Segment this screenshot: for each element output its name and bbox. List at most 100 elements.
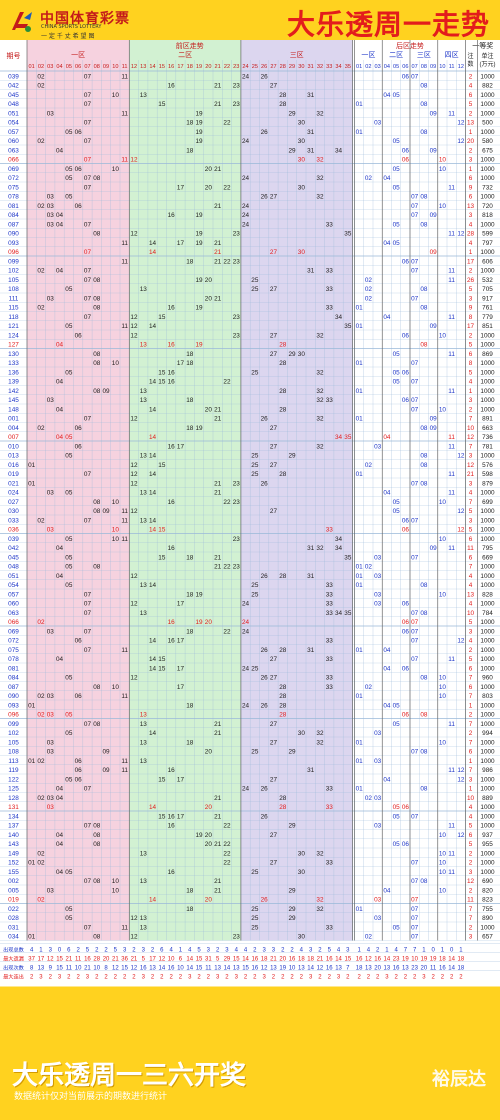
front-ball: 33: [326, 305, 334, 312]
jackpot-amount: 851: [482, 323, 493, 330]
stats-front-value: 2: [123, 975, 127, 981]
jackpot-count: 6: [469, 832, 473, 839]
back-ball: 02: [365, 795, 373, 802]
stats-front-value: 16: [140, 966, 147, 972]
jackpot-count: 6: [469, 554, 473, 561]
stats-front-value: 5: [114, 948, 118, 954]
front-ball: 18: [186, 397, 194, 404]
jackpot-amount: 1000: [480, 619, 495, 626]
front-ball: 23: [233, 332, 241, 339]
jackpot-count: 13: [467, 120, 475, 127]
issue-number: 069: [8, 628, 19, 635]
back-ball: 05: [393, 351, 401, 358]
front-column-label: 10: [112, 64, 118, 70]
stats-front-value: 4: [244, 948, 248, 954]
front-ball: 30: [298, 351, 306, 358]
front-ball: 07: [84, 878, 92, 885]
front-ball: 35: [344, 434, 352, 441]
front-ball: 06: [75, 767, 83, 774]
issue-number: 102: [8, 268, 19, 275]
front-column-label: 33: [326, 64, 332, 70]
front-ball: 07: [84, 786, 92, 793]
back-ball: 08: [420, 101, 428, 108]
front-ball: 05: [65, 554, 73, 561]
footer-brand: 裕辰达: [432, 1069, 486, 1090]
front-ball: 05: [65, 286, 73, 293]
jackpot-count: 10: [467, 425, 475, 432]
front-ball: 35: [344, 231, 352, 238]
front-column-label: 06: [75, 64, 81, 70]
stats-front-value: 8: [104, 966, 108, 972]
front-column-label: 05: [66, 64, 72, 70]
front-ball: 33: [326, 527, 334, 534]
front-zone2-header: 二区: [178, 51, 192, 59]
front-ball: 27: [270, 739, 278, 746]
back-ball: 07: [411, 406, 419, 413]
front-ball: 28: [279, 693, 287, 700]
front-ball: 27: [270, 194, 278, 201]
front-ball: 30: [298, 934, 306, 941]
front-ball: 16: [168, 369, 176, 376]
back-ball: 07: [411, 906, 419, 913]
back-ball: 10: [439, 406, 447, 413]
front-ball: 26: [261, 416, 269, 423]
jackpot-amount: 1000: [480, 332, 495, 339]
stats-front-value: 2: [104, 975, 108, 981]
front-ball: 33: [326, 804, 334, 811]
jackpot-amount: 823: [482, 897, 493, 904]
jackpot-amount: 818: [482, 212, 493, 219]
front-ball: 06: [75, 203, 83, 210]
jackpot-count: 5: [469, 101, 473, 108]
front-ball: 15: [158, 554, 166, 561]
front-ball: 07: [84, 73, 92, 80]
front-ball: 18: [186, 554, 194, 561]
front-ball: 06: [75, 166, 83, 173]
stats-front-value: 2: [281, 948, 285, 954]
front-ball: 13: [140, 610, 148, 617]
stats-back-value: 16: [393, 966, 400, 972]
back-zone-header: 四区: [445, 51, 459, 59]
jackpot-count: 5: [469, 508, 473, 515]
issue-number: 145: [8, 397, 19, 404]
jackpot-count: 12: [467, 434, 475, 441]
front-ball: 07: [84, 295, 92, 302]
stats-front-value: 2: [272, 975, 276, 981]
front-ball: 19: [195, 425, 203, 432]
back-ball: 04: [383, 240, 391, 247]
front-ball: 19: [195, 277, 203, 284]
jackpot-count: 6: [469, 175, 473, 182]
issue-number: 048: [8, 101, 19, 108]
stats-front-value: 17: [149, 957, 156, 963]
back-ball: 07: [411, 360, 419, 367]
front-ball: 05: [65, 776, 73, 783]
front-ball: 09: [102, 767, 110, 774]
front-ball: 07: [84, 721, 92, 728]
stats-back-value: 3: [385, 975, 389, 981]
jackpot-count: 13: [467, 203, 475, 210]
front-ball: 06: [75, 693, 83, 700]
stats-front-value: 12: [131, 966, 138, 972]
back-ball: 11: [448, 184, 455, 191]
front-ball: 14: [149, 730, 157, 737]
front-ball: 15: [158, 656, 166, 663]
stats-back-value: 11: [430, 966, 437, 972]
jackpot-amount: 1000: [480, 129, 495, 136]
front-ball: 28: [279, 342, 287, 349]
front-column-label: 16: [168, 64, 174, 70]
jackpot-count: 2: [469, 268, 473, 275]
jackpot-amount: 820: [482, 887, 493, 894]
front-ball: 24: [242, 212, 250, 219]
stats-back-value: 16: [439, 966, 446, 972]
stats-back-value: 14: [448, 966, 455, 972]
front-ball: 21: [214, 101, 222, 108]
back-ball: 09: [430, 212, 438, 219]
front-ball: 34: [335, 536, 343, 543]
stats-front-value: 16: [326, 966, 333, 972]
front-ball: 02: [37, 138, 45, 145]
front-ball: 02: [37, 203, 45, 210]
front-ball: 18: [186, 628, 194, 635]
front-ball: 01: [28, 702, 36, 709]
issue-number: 022: [8, 906, 19, 913]
issue-number: 149: [8, 850, 19, 857]
issue-number: 069: [8, 166, 19, 173]
